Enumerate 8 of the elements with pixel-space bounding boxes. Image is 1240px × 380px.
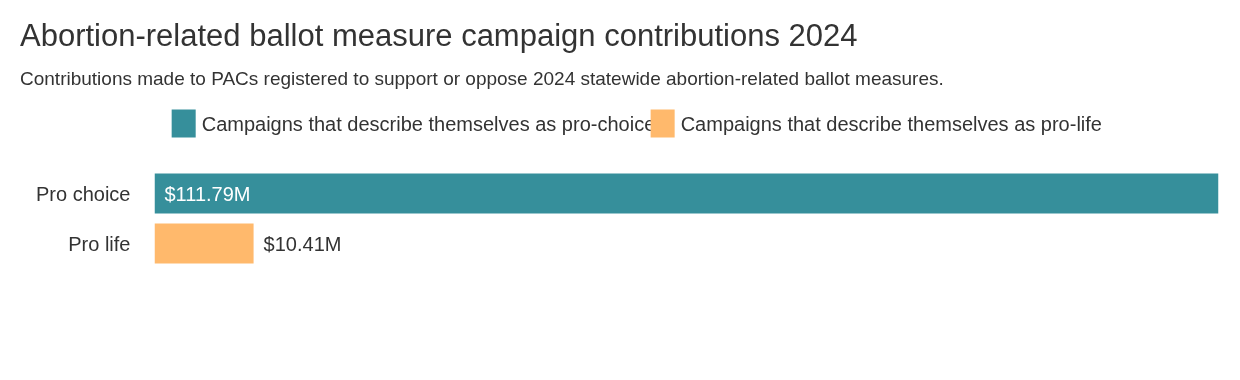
data-label: $111.79M: [164, 182, 251, 205]
chart-subtitle: Contributions made to PACs registered to support or oppose 2024 statewide abortion-related ballot measures.: [20, 67, 944, 91]
y-tick-label: Pro choice: [36, 182, 131, 205]
legend-label: Campaigns that describe themselves as pro-choice: [201, 112, 656, 135]
data-label: $10.41M: [263, 232, 342, 255]
chart-title: Abortion-related ballot measure campaign contributions 2024: [20, 17, 858, 55]
y-tick-label: Pro life: [68, 232, 131, 255]
legend-label: Campaigns that describe themselves as pro-life: [680, 112, 1102, 135]
